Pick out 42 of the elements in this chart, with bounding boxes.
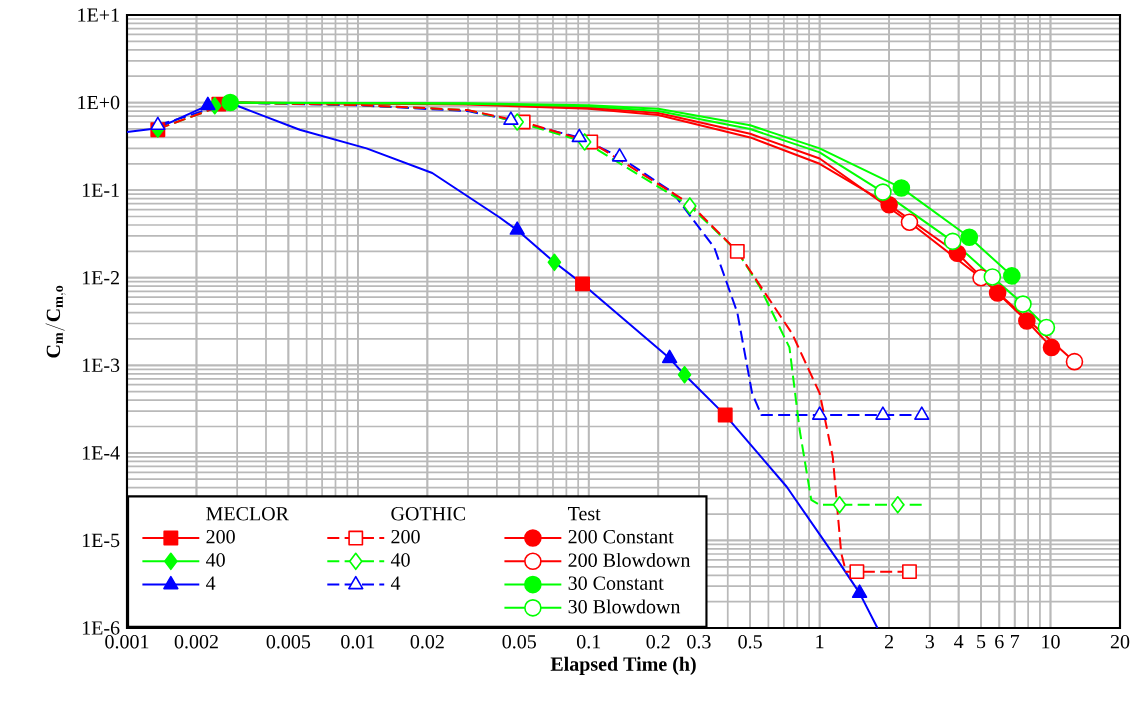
- y-tick-label: 1E-2: [82, 271, 119, 285]
- x-tick-label: 20: [1110, 634, 1130, 649]
- x-tick-label: 10: [1042, 634, 1060, 649]
- x-tick-label: 7: [1011, 634, 1020, 649]
- x-tick-label: 0.001: [105, 634, 149, 649]
- annotation: GOTHIC: [391, 507, 465, 521]
- x-tick-label: 3: [925, 634, 935, 649]
- x-tick-label: 2: [885, 634, 894, 649]
- y-tick-label: 1E-5: [82, 533, 120, 548]
- x-tick-label: 0.05: [502, 634, 536, 649]
- x-tick-label: 0.01: [341, 634, 375, 649]
- x-tick-label: 4: [954, 634, 964, 649]
- x-tick-label: 0.1: [577, 634, 601, 649]
- legend-label: 200 Blowdown: [568, 552, 691, 567]
- y-tick-label: 1E+0: [78, 95, 120, 110]
- annotation: MECLOR: [206, 507, 289, 521]
- x-axis-title: Elapsed Time (h): [550, 656, 696, 675]
- y-tick-label: 1E-6: [82, 621, 120, 635]
- x-tick-label: 5: [977, 634, 986, 649]
- legend-label: 4: [206, 576, 216, 590]
- x-tick-label: 6: [995, 634, 1004, 649]
- y-tick-label: 1E+1: [78, 8, 119, 22]
- legend-label: 40: [390, 553, 410, 567]
- y-tick-label: 1E-4: [82, 446, 120, 460]
- x-tick-label: 0.005: [266, 634, 311, 649]
- y-axis-title: $\mathbf{C}_{\mathbf{m}} / \mathbf{C}_{\mathbf{m, o}}$: [45, 285, 66, 358]
- legend-label: 4: [390, 576, 401, 590]
- annotation: Test: [568, 507, 601, 521]
- legend-label: 40: [206, 553, 225, 567]
- y-tick-label: 1E-1: [82, 183, 119, 197]
- legend-label: 30 Blowdown: [568, 599, 681, 614]
- x-tick-label: 1: [816, 634, 824, 649]
- x-tick-label: 0.002: [174, 634, 218, 649]
- x-tick-label: 0.02: [410, 634, 444, 649]
- x-tick-label: 0.5: [738, 634, 762, 649]
- y-tick-label: 1E-3: [82, 358, 120, 372]
- legend-label: 200 Constant: [568, 529, 674, 544]
- x-tick-label: 0.3: [687, 634, 711, 649]
- legend-label: 200: [206, 529, 235, 544]
- legend-label: 30 Constant: [568, 576, 664, 590]
- x-tick-label: 0.2: [646, 634, 670, 649]
- legend-label: 200: [391, 529, 420, 544]
